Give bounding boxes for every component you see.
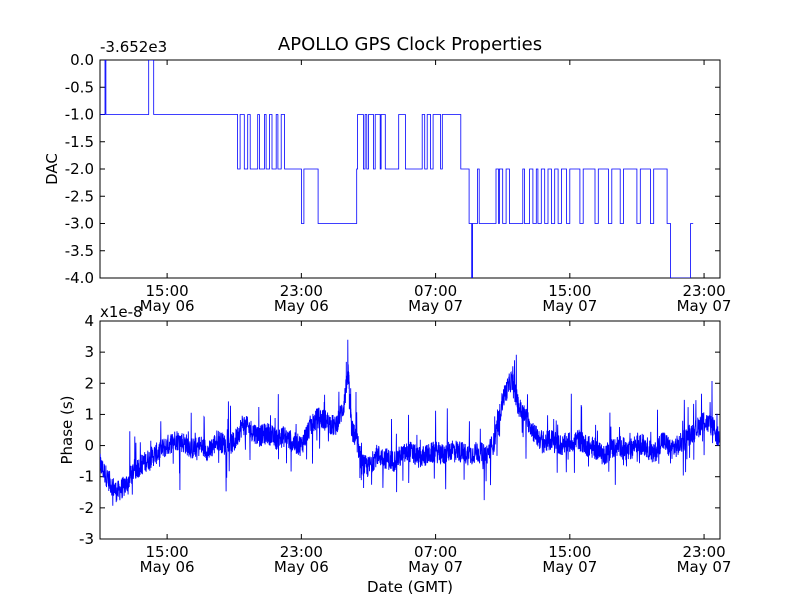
phase-series-line — [100, 339, 720, 506]
phase-ylabel: Phase (s) — [58, 395, 76, 464]
xaxis-label: Date (GMT) — [367, 578, 453, 596]
dac-xtick-time: 07:00 — [414, 282, 457, 300]
phase-xtick-time: 23:00 — [280, 543, 323, 561]
dac-ytick-label: -3.0 — [65, 215, 94, 233]
dac-xtick-time: 15:00 — [548, 282, 591, 300]
phase-xtick-time: 07:00 — [414, 543, 457, 561]
dac-xtick-time: 15:00 — [146, 282, 189, 300]
dac-ytick-label: -2.5 — [65, 187, 94, 205]
dac-offset-label: -3.652e3 — [100, 38, 167, 56]
dac-ytick-label: 0.0 — [70, 51, 94, 69]
figure-title: APOLLO GPS Clock Properties — [278, 34, 542, 55]
phase-xtick-date: May 06 — [140, 558, 195, 576]
phase-xtick-date: May 07 — [542, 558, 597, 576]
phase-xtick-time: 15:00 — [548, 543, 591, 561]
phase-xtick-time: 23:00 — [682, 543, 725, 561]
phase-ytick-label: 2 — [84, 374, 94, 392]
dac-xtick-time: 23:00 — [682, 282, 725, 300]
dac-xtick-date: May 06 — [274, 297, 329, 315]
dac-xtick-date: May 07 — [677, 297, 732, 315]
phase-ytick-label: -2 — [79, 499, 94, 517]
phase-ytick-label: 1 — [84, 405, 94, 423]
dac-ylabel: DAC — [43, 153, 61, 185]
dac-series-line — [100, 60, 694, 278]
phase-xtick-date: May 06 — [274, 558, 329, 576]
dac-ytick-label: -0.5 — [65, 78, 94, 96]
phase-yticks: 4 3 2 1 0 -1 -2 -3 — [79, 312, 720, 548]
phase-ytick-label: -1 — [79, 468, 94, 486]
dac-ytick-label: -1.5 — [65, 133, 94, 151]
dac-xtick-date: May 07 — [408, 297, 463, 315]
phase-xtick-time: 15:00 — [146, 543, 189, 561]
phase-ytick-label: 4 — [84, 312, 94, 330]
phase-series-group — [100, 339, 720, 506]
dac-yticks: 0.0 -0.5 -1.0 -1.5 -2.0 -2.5 -3.0 -3.5 -4.0 — [65, 51, 720, 287]
dac-ytick-label: -3.5 — [65, 242, 94, 260]
dac-xtick-time: 23:00 — [280, 282, 323, 300]
phase-offset-label: x1e-8 — [100, 303, 143, 321]
dac-xtick-date: May 06 — [140, 297, 195, 315]
phase-xtick-date: May 07 — [408, 558, 463, 576]
dac-xtick-date: May 07 — [542, 297, 597, 315]
phase-axes-frame — [99, 320, 721, 540]
phase-ytick-label: 0 — [84, 437, 94, 455]
dac-axes: -3.652e3 DAC 0.0 -0.5 -1.0 -1.5 -2.0 -2.5 -3.0… — [43, 38, 731, 315]
phase-ytick-label: 3 — [84, 343, 94, 361]
phase-xtick-date: May 07 — [677, 558, 732, 576]
phase-ytick-label: -3 — [79, 530, 94, 548]
dac-series-group — [100, 60, 694, 278]
dac-ytick-label: -1.0 — [65, 106, 94, 124]
dac-ytick-label: -2.0 — [65, 160, 94, 178]
dac-ytick-label: -4.0 — [65, 269, 94, 287]
